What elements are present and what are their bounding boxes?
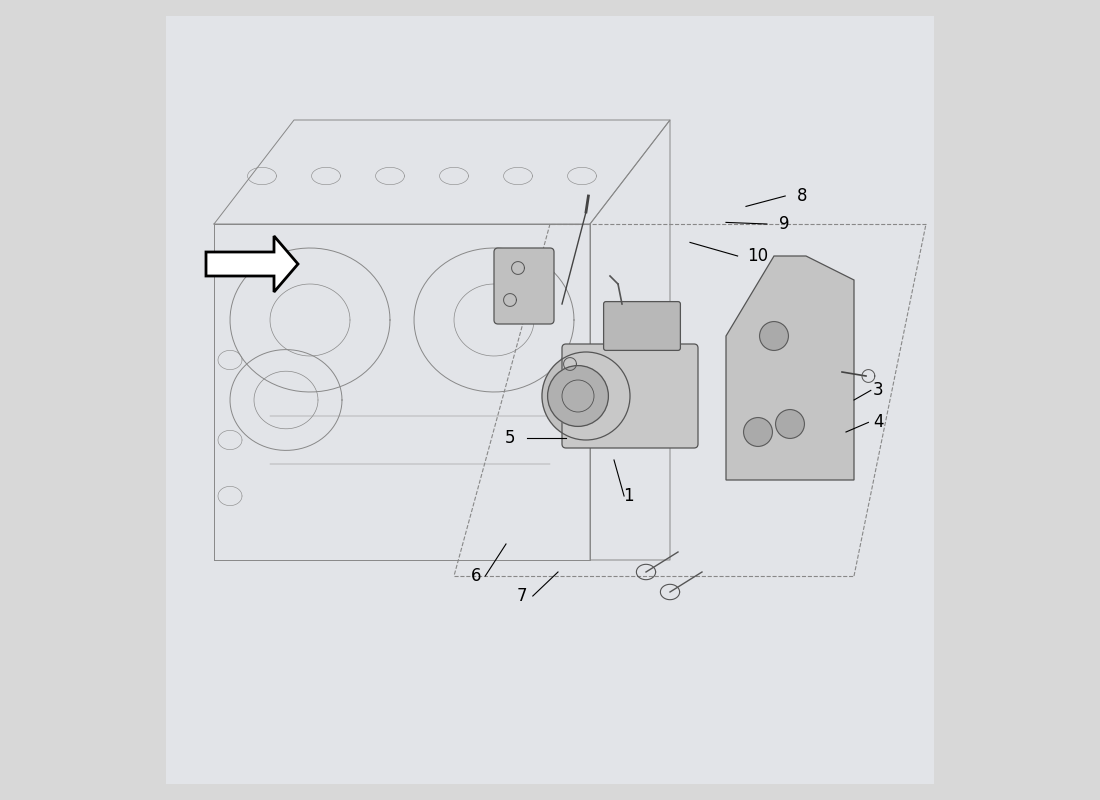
FancyBboxPatch shape	[604, 302, 681, 350]
Circle shape	[548, 366, 608, 426]
Text: 4: 4	[872, 414, 883, 431]
FancyBboxPatch shape	[494, 248, 554, 324]
Circle shape	[542, 352, 630, 440]
Polygon shape	[726, 256, 854, 480]
Text: 1: 1	[623, 487, 634, 505]
Text: 3: 3	[872, 382, 883, 399]
FancyBboxPatch shape	[166, 16, 934, 784]
Text: 10: 10	[747, 247, 769, 265]
Circle shape	[760, 322, 789, 350]
Text: 7: 7	[517, 587, 527, 605]
FancyBboxPatch shape	[562, 344, 698, 448]
Text: 9: 9	[779, 215, 790, 233]
Text: 6: 6	[471, 567, 482, 585]
Text: 8: 8	[796, 187, 807, 205]
Polygon shape	[206, 236, 298, 292]
Circle shape	[776, 410, 804, 438]
Text: 5: 5	[505, 430, 515, 447]
Circle shape	[744, 418, 772, 446]
